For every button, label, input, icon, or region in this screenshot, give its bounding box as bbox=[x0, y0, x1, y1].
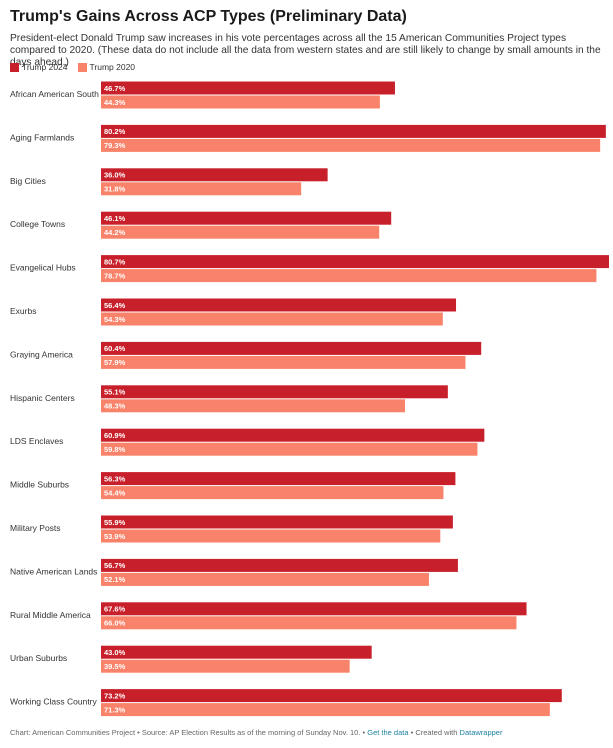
bar-trump-2020-lds-enclaves bbox=[101, 442, 478, 456]
data-label-trump-2020-evangelical-hubs: 78.7% bbox=[104, 271, 126, 280]
data-label-trump-2020-graying-america: 57.9% bbox=[104, 358, 126, 367]
bar-trump-2024-native-american-lands bbox=[101, 558, 458, 572]
data-label-trump-2024-lds-enclaves: 60.9% bbox=[104, 431, 126, 440]
data-label-trump-2024-exurbs: 56.4% bbox=[104, 301, 126, 310]
bar-trump-2024-aging-farmlands bbox=[101, 124, 606, 138]
category-label-middle-suburbs: Middle Suburbs bbox=[10, 480, 69, 490]
data-label-trump-2024-urban-suburbs: 43.0% bbox=[104, 648, 126, 657]
chart-description: President-elect Donald Trump saw increas… bbox=[10, 33, 601, 68]
data-label-trump-2024-native-american-lands: 56.7% bbox=[104, 561, 126, 570]
bar-trump-2024-working-class-country bbox=[101, 689, 562, 703]
category-label-hispanic-centers: Hispanic Centers bbox=[10, 393, 75, 403]
category-label-lds-enclaves: LDS Enclaves bbox=[10, 436, 63, 446]
legend-swatch-trump-2024 bbox=[10, 62, 19, 72]
data-label-trump-2024-evangelical-hubs: 80.7% bbox=[104, 257, 126, 266]
bar-trump-2024-rural-middle-america bbox=[101, 602, 527, 616]
data-label-trump-2024-african-american-south: 46.7% bbox=[104, 84, 126, 93]
legend-item-trump-2020: Trump 2020 bbox=[77, 62, 136, 72]
data-label-trump-2024-aging-farmlands: 80.2% bbox=[104, 127, 126, 136]
data-label-trump-2024-graying-america: 60.4% bbox=[104, 344, 126, 353]
category-label-aging-farmlands: Aging Farmlands bbox=[10, 132, 74, 142]
bar-trump-2020-college-towns bbox=[101, 225, 380, 239]
bar-trump-2024-urban-suburbs bbox=[101, 645, 372, 659]
category-label-college-towns: College Towns bbox=[10, 219, 65, 229]
bar-trump-2024-big-cities bbox=[101, 168, 328, 182]
data-label-trump-2020-hispanic-centers: 48.3% bbox=[104, 402, 126, 411]
datawrapper-link[interactable]: Datawrapper bbox=[459, 728, 503, 737]
legend-label-trump-2024: Trump 2024 bbox=[22, 62, 68, 72]
data-label-trump-2024-college-towns: 46.1% bbox=[104, 214, 126, 223]
footer-separator: • Created with bbox=[410, 728, 458, 737]
bar-trump-2024-african-american-south bbox=[101, 81, 395, 95]
bar-trump-2020-african-american-south bbox=[101, 95, 380, 109]
legend-swatch-trump-2020 bbox=[77, 62, 87, 72]
category-label-urban-suburbs: Urban Suburbs bbox=[10, 653, 67, 663]
bar-trump-2024-lds-enclaves bbox=[101, 428, 485, 442]
data-label-trump-2024-working-class-country: 73.2% bbox=[104, 691, 126, 700]
bar-trump-2024-graying-america bbox=[101, 341, 482, 355]
legend: Trump 2024 Trump 2020 bbox=[10, 62, 145, 72]
category-label-graying-america: Graying America bbox=[10, 349, 73, 359]
chart-title: Trump's Gains Across ACP Types (Prelimin… bbox=[10, 8, 407, 25]
category-label-exurbs: Exurbs bbox=[10, 306, 36, 316]
category-label-rural-middle-america: Rural Middle America bbox=[10, 610, 91, 620]
bar-trump-2024-college-towns bbox=[101, 211, 392, 225]
data-label-trump-2020-college-towns: 44.2% bbox=[104, 228, 126, 237]
footer-source: Chart: American Communities Project • So… bbox=[10, 728, 366, 737]
bar-chart: African American South 46.7% 44.3% Aging Fa… bbox=[10, 81, 609, 717]
bar-trump-2020-rural-middle-america bbox=[101, 616, 517, 630]
data-label-trump-2020-exurbs: 54.3% bbox=[104, 315, 126, 324]
bar-trump-2020-exurbs bbox=[101, 312, 443, 326]
footer: Chart: American Communities Project • So… bbox=[10, 728, 502, 737]
data-label-trump-2024-big-cities: 36.0% bbox=[104, 171, 126, 180]
data-label-trump-2020-rural-middle-america: 66.0% bbox=[104, 619, 126, 628]
data-label-trump-2020-native-american-lands: 52.1% bbox=[104, 575, 126, 584]
data-label-trump-2020-african-american-south: 44.3% bbox=[104, 98, 126, 107]
bar-trump-2020-evangelical-hubs bbox=[101, 269, 597, 283]
get-data-link[interactable]: Get the data bbox=[367, 728, 409, 737]
data-label-trump-2020-big-cities: 31.8% bbox=[104, 185, 126, 194]
data-label-trump-2020-military-posts: 53.9% bbox=[104, 532, 126, 541]
data-label-trump-2024-military-posts: 55.9% bbox=[104, 518, 126, 527]
legend-label-trump-2020: Trump 2020 bbox=[89, 62, 136, 72]
bar-trump-2024-hispanic-centers bbox=[101, 385, 448, 399]
bar-trump-2024-evangelical-hubs bbox=[101, 255, 609, 269]
bar-trump-2020-big-cities bbox=[101, 182, 302, 196]
bar-trump-2020-graying-america bbox=[101, 355, 466, 369]
category-label-native-american-lands: Native American Lands bbox=[10, 566, 97, 576]
bar-trump-2020-military-posts bbox=[101, 529, 441, 543]
data-label-trump-2020-lds-enclaves: 59.8% bbox=[104, 445, 126, 454]
data-label-trump-2020-middle-suburbs: 54.4% bbox=[104, 488, 126, 497]
category-label-working-class-country: Working Class Country bbox=[10, 697, 98, 707]
bar-trump-2020-hispanic-centers bbox=[101, 399, 406, 413]
data-label-trump-2024-hispanic-centers: 55.1% bbox=[104, 388, 126, 397]
data-label-trump-2020-aging-farmlands: 79.3% bbox=[104, 141, 126, 150]
bar-trump-2020-native-american-lands bbox=[101, 572, 429, 586]
bar-trump-2020-aging-farmlands bbox=[101, 138, 601, 152]
data-label-trump-2024-rural-middle-america: 67.6% bbox=[104, 605, 126, 614]
bar-trump-2020-working-class-country bbox=[101, 703, 550, 717]
data-label-trump-2024-middle-suburbs: 56.3% bbox=[104, 474, 126, 483]
category-label-evangelical-hubs: Evangelical Hubs bbox=[10, 263, 76, 273]
data-label-trump-2020-working-class-country: 71.3% bbox=[104, 705, 126, 714]
category-label-african-american-south: African American South bbox=[10, 89, 99, 99]
bar-trump-2024-middle-suburbs bbox=[101, 472, 456, 486]
bar-trump-2024-military-posts bbox=[101, 515, 453, 529]
data-label-trump-2020-urban-suburbs: 39.5% bbox=[104, 662, 126, 671]
category-label-military-posts: Military Posts bbox=[10, 523, 61, 533]
bar-trump-2024-exurbs bbox=[101, 298, 457, 312]
legend-item-trump-2024: Trump 2024 bbox=[10, 62, 68, 72]
bar-trump-2020-middle-suburbs bbox=[101, 486, 444, 500]
category-label-big-cities: Big Cities bbox=[10, 176, 46, 186]
bar-trump-2020-urban-suburbs bbox=[101, 659, 350, 673]
